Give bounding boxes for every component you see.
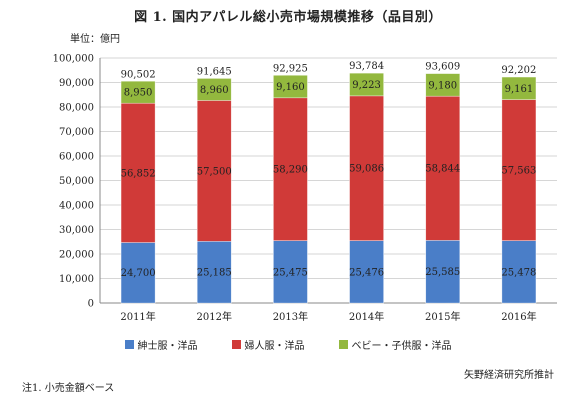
total-label: 93,784 [349, 61, 384, 72]
y-tick-label: 50,000 [59, 176, 94, 187]
x-tick-label: 2012年 [197, 310, 232, 323]
y-tick-label: 40,000 [59, 201, 94, 212]
legend-swatch-womens [231, 340, 241, 349]
data-label-mens: 25,478 [501, 267, 536, 278]
data-label-womens: 57,563 [501, 166, 536, 177]
total-label: 90,502 [121, 69, 156, 80]
data-label-mens: 25,475 [273, 267, 308, 278]
data-label-womens: 58,844 [425, 164, 460, 175]
legend-item-womens: 婦人服・洋品 [231, 337, 305, 352]
legend-swatch-mens [124, 340, 134, 349]
bar-shade-kids [349, 73, 384, 96]
data-label-womens: 56,852 [121, 168, 156, 179]
bar-shade-mens [273, 240, 308, 303]
bar-shade-kids [501, 77, 536, 100]
bar-shade-mens [501, 240, 536, 303]
bar-shade-womens [425, 96, 460, 241]
total-label: 93,609 [425, 62, 460, 73]
x-tick-label: 2015年 [425, 310, 460, 323]
bar-shade-womens [501, 99, 536, 241]
legend: 紳士服・洋品 婦人服・洋品 ベビー・子供服・洋品 [0, 337, 576, 352]
legend-label-kids: ベビー・子供服・洋品 [351, 341, 452, 352]
bar-shade-womens [349, 95, 384, 241]
x-tick-label: 2016年 [501, 310, 536, 323]
data-label-mens: 25,585 [425, 267, 460, 278]
y-tick-label: 30,000 [59, 225, 94, 236]
bar-shade-womens [273, 97, 308, 241]
y-tick-label: 70,000 [59, 127, 94, 138]
y-tick-label: 10,000 [59, 274, 94, 285]
unit-label: 単位：億円 [70, 34, 120, 45]
y-tick-label: 0 [88, 299, 94, 310]
data-label-kids: 9,161 [505, 84, 534, 95]
legend-label-mens: 紳士服・洋品 [137, 341, 198, 352]
bar-shade-mens [197, 241, 232, 303]
data-label-womens: 57,500 [197, 166, 232, 177]
x-tick-label: 2013年 [273, 310, 308, 323]
y-tick-label: 90,000 [59, 78, 94, 89]
legend-swatch-kids [338, 340, 348, 349]
source-note: 矢野経済研究所推計 [464, 370, 554, 381]
bar-shade-womens [197, 100, 232, 242]
y-tick-label: 80,000 [59, 103, 94, 114]
bar-shade-mens [425, 240, 460, 303]
data-label-womens: 58,290 [273, 165, 308, 176]
data-label-kids: 8,960 [200, 85, 229, 96]
data-label-mens: 25,476 [349, 267, 384, 278]
bar-shade-kids [425, 73, 460, 97]
footnote: 注1. 小売金額ベース [22, 383, 115, 394]
legend-label-womens: 婦人服・洋品 [244, 341, 305, 352]
legend-item-mens: 紳士服・洋品 [124, 337, 198, 352]
x-tick-label: 2011年 [120, 310, 155, 323]
y-tick-label: 100,000 [53, 54, 94, 65]
data-label-mens: 24,700 [121, 268, 156, 279]
bar-shade-kids [121, 81, 156, 104]
x-tick-label: 2014年 [349, 310, 384, 323]
data-label-mens: 25,185 [197, 268, 232, 279]
data-label-womens: 59,086 [349, 164, 384, 175]
bar-shade-mens [349, 240, 384, 303]
chart-title: 図 1. 国内アパレル総小売市場規模推移（品目別） [134, 10, 442, 25]
y-tick-label: 60,000 [59, 152, 94, 163]
bar-shade-womens [121, 103, 156, 243]
total-label: 92,202 [501, 65, 536, 76]
total-label: 91,645 [197, 66, 232, 77]
legend-item-kids: ベビー・子供服・洋品 [338, 337, 452, 352]
data-label-kids: 9,223 [352, 80, 381, 91]
data-label-kids: 9,180 [428, 80, 457, 91]
data-label-kids: 9,160 [276, 82, 305, 93]
bar-shade-kids [197, 78, 232, 101]
bar-shade-kids [273, 75, 308, 98]
bar-shade-mens [121, 242, 156, 303]
data-label-kids: 8,950 [124, 88, 153, 99]
y-tick-label: 20,000 [59, 250, 94, 261]
total-label: 92,925 [273, 63, 308, 74]
